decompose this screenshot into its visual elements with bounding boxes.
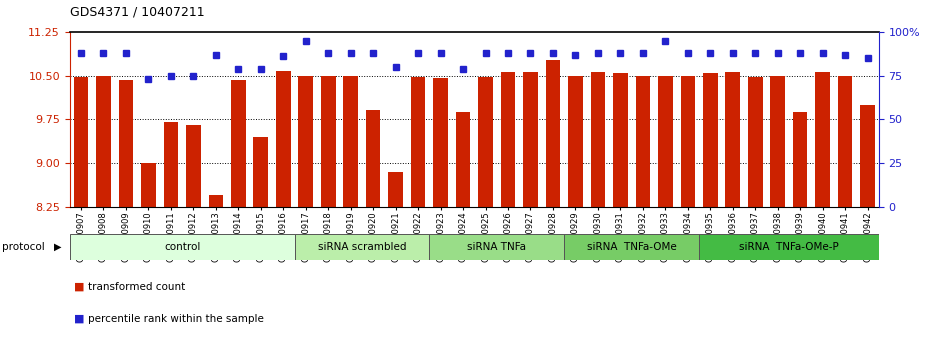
Bar <box>186 125 201 207</box>
Text: ■: ■ <box>74 314 85 324</box>
Bar <box>838 76 853 207</box>
Bar <box>860 105 875 207</box>
Bar <box>793 112 807 207</box>
Bar <box>73 78 88 207</box>
Bar <box>748 78 763 207</box>
Bar <box>635 76 650 207</box>
Bar <box>681 76 695 207</box>
Bar <box>456 112 471 207</box>
Bar <box>141 163 155 207</box>
Bar <box>254 137 268 207</box>
Bar <box>568 76 583 207</box>
Bar <box>613 73 628 207</box>
Text: siRNA scrambled: siRNA scrambled <box>318 242 406 252</box>
Text: siRNA  TNFa-OMe-P: siRNA TNFa-OMe-P <box>739 242 839 252</box>
Bar <box>699 234 879 260</box>
Bar <box>524 72 538 207</box>
Bar <box>411 78 425 207</box>
Bar <box>389 172 403 207</box>
Bar <box>96 76 111 207</box>
Text: siRNA  TNFa-OMe: siRNA TNFa-OMe <box>587 242 676 252</box>
Text: transformed count: transformed count <box>88 282 186 292</box>
Text: ■: ■ <box>74 282 85 292</box>
Bar <box>770 76 785 207</box>
Bar <box>703 73 718 207</box>
Bar <box>565 234 699 260</box>
Bar <box>725 72 740 207</box>
Bar <box>70 234 295 260</box>
Bar <box>119 80 133 207</box>
Bar <box>430 234 565 260</box>
Bar <box>276 71 290 207</box>
Bar <box>500 72 515 207</box>
Text: protocol: protocol <box>2 242 45 252</box>
Text: percentile rank within the sample: percentile rank within the sample <box>88 314 264 324</box>
Bar <box>365 109 380 207</box>
Bar <box>208 195 223 207</box>
Bar <box>295 234 430 260</box>
Text: GDS4371 / 10407211: GDS4371 / 10407211 <box>70 5 205 18</box>
Text: control: control <box>164 242 200 252</box>
Bar <box>164 122 179 207</box>
Bar <box>343 76 358 207</box>
Bar <box>816 72 830 207</box>
Bar <box>321 76 336 207</box>
Bar <box>231 80 246 207</box>
Bar <box>299 76 313 207</box>
Bar <box>658 76 672 207</box>
Bar <box>546 61 560 207</box>
Bar <box>433 78 448 207</box>
Text: ▶: ▶ <box>54 242 61 252</box>
Text: siRNA TNFa: siRNA TNFa <box>467 242 526 252</box>
Bar <box>478 78 493 207</box>
Bar <box>591 72 605 207</box>
